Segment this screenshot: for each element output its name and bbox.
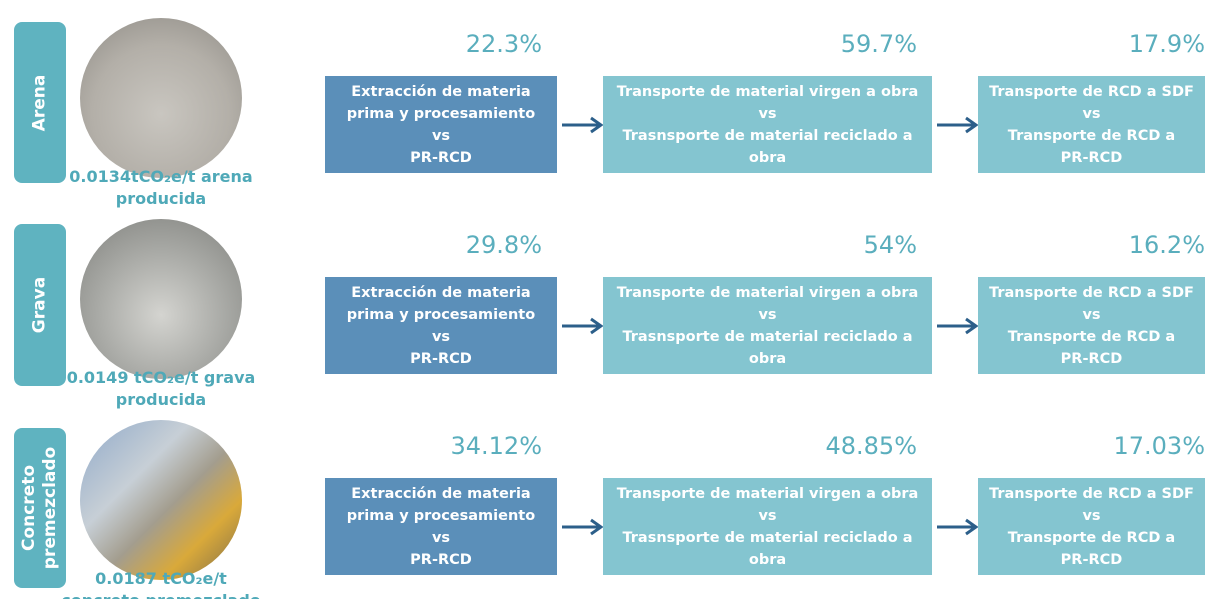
step-box: Transporte de material virgen a obra vs Tr… bbox=[603, 478, 932, 575]
step-line: obra bbox=[748, 350, 787, 367]
step-line: PR-RCD bbox=[1060, 350, 1123, 367]
emission-caption: 0.0187 tCO₂e/t concreto premezclado bbox=[41, 568, 281, 599]
tab-label-line: Grava bbox=[29, 276, 50, 334]
step-line: Transporte de RCD a SDF bbox=[989, 284, 1194, 301]
emission-caption: 0.0134tCO₂e/t arena producida bbox=[41, 166, 281, 210]
step-line: obra bbox=[748, 551, 787, 568]
step-line: PR-RCD bbox=[410, 551, 472, 568]
percent: 22.3% bbox=[465, 30, 542, 58]
percent: 16.2% bbox=[1128, 231, 1205, 259]
percent: 59.7% bbox=[840, 30, 917, 58]
step-box: Transporte de RCD a SDF vs Transporte de R… bbox=[978, 478, 1205, 575]
step-line: vs bbox=[758, 306, 777, 323]
step-line: PR-RCD bbox=[410, 350, 472, 367]
step-box: Transporte de RCD a SDF vs Transporte de R… bbox=[978, 277, 1205, 374]
step-line: vs bbox=[758, 507, 777, 524]
arrow bbox=[937, 518, 978, 536]
step-box: Transporte de material virgen a obra vs Tr… bbox=[603, 76, 932, 173]
step-line: Extracción de materia bbox=[351, 83, 531, 100]
step-line: Transporte de RCD a bbox=[1007, 127, 1176, 144]
caption-line: producida bbox=[115, 390, 207, 409]
step-line: PR-RCD bbox=[410, 149, 472, 166]
percent: 17.9% bbox=[1128, 30, 1205, 58]
tab-label-line: premezclado bbox=[40, 446, 60, 570]
tab-label-line: Concreto bbox=[19, 464, 39, 552]
percent: 17.03% bbox=[1113, 432, 1205, 460]
step-line: Extracción de materia bbox=[351, 485, 531, 502]
arrow bbox=[562, 518, 603, 536]
step-line: Transporte de RCD a bbox=[1007, 529, 1176, 546]
step-box: Transporte de material virgen a obra vs Tr… bbox=[603, 277, 932, 374]
material-photo bbox=[80, 219, 242, 379]
tab-label: Grava bbox=[30, 277, 51, 333]
step-line: vs bbox=[1082, 507, 1101, 524]
step-box: Transporte de RCD a SDF vs Transporte de R… bbox=[978, 76, 1205, 173]
step-line: vs bbox=[1082, 105, 1101, 122]
percent: 29.8% bbox=[465, 231, 542, 259]
material-photo bbox=[80, 420, 242, 580]
step-line: Transporte de RCD a SDF bbox=[989, 83, 1194, 100]
step-box: Extracción de materia prima y procesamien… bbox=[325, 76, 557, 173]
step-line: Trasnsporte de material reciclado a bbox=[622, 127, 913, 144]
tab-label: Arena bbox=[30, 74, 51, 131]
row-tab: Grava bbox=[14, 224, 66, 386]
step-box: Extracción de materia prima y procesamien… bbox=[325, 277, 557, 374]
material-photo bbox=[80, 18, 242, 178]
caption-line: 0.0149 tCO₂e/t grava bbox=[66, 368, 256, 387]
step-line: vs bbox=[431, 328, 451, 345]
row-tab: Arena bbox=[14, 22, 66, 183]
row-tab: Concreto premezclado bbox=[14, 428, 66, 588]
caption-line: 0.0187 tCO₂e/t bbox=[95, 569, 227, 588]
step-line: PR-RCD bbox=[1060, 551, 1123, 568]
percent: 48.85% bbox=[825, 432, 917, 460]
caption-line: producida bbox=[115, 189, 207, 208]
caption-line: 0.0134tCO₂e/t arena bbox=[69, 167, 253, 186]
step-line: vs bbox=[431, 127, 451, 144]
arrow bbox=[562, 317, 603, 335]
arrow bbox=[937, 317, 978, 335]
arrow bbox=[562, 116, 603, 134]
step-line: vs bbox=[1082, 306, 1101, 323]
percent: 34.12% bbox=[450, 432, 542, 460]
step-line: Trasnsporte de material reciclado a bbox=[622, 328, 913, 345]
step-line: Transporte de material virgen a obra bbox=[616, 485, 919, 502]
step-line: prima y procesamiento bbox=[346, 306, 536, 323]
step-line: Transporte de RCD a SDF bbox=[989, 485, 1194, 502]
step-line: Extracción de materia bbox=[351, 284, 531, 301]
emission-caption: 0.0149 tCO₂e/t grava producida bbox=[41, 367, 281, 411]
step-line: Transporte de RCD a bbox=[1007, 328, 1176, 345]
step-line: vs bbox=[431, 529, 451, 546]
step-line: PR-RCD bbox=[1060, 149, 1123, 166]
tab-label: Concreto premezclado bbox=[19, 447, 61, 569]
tab-label-line: Arena bbox=[29, 74, 50, 131]
step-line: Transporte de material virgen a obra bbox=[616, 83, 919, 100]
step-line: prima y procesamiento bbox=[346, 507, 536, 524]
step-line: obra bbox=[748, 149, 787, 166]
step-line: vs bbox=[758, 105, 777, 122]
step-line: Transporte de material virgen a obra bbox=[616, 284, 919, 301]
step-line: prima y procesamiento bbox=[346, 105, 536, 122]
percent: 54% bbox=[863, 231, 917, 259]
arrow bbox=[937, 116, 978, 134]
step-line: Trasnsporte de material reciclado a bbox=[622, 529, 913, 546]
caption-line: concreto premezclado bbox=[41, 590, 281, 599]
step-box: Extracción de materia prima y procesamien… bbox=[325, 478, 557, 575]
